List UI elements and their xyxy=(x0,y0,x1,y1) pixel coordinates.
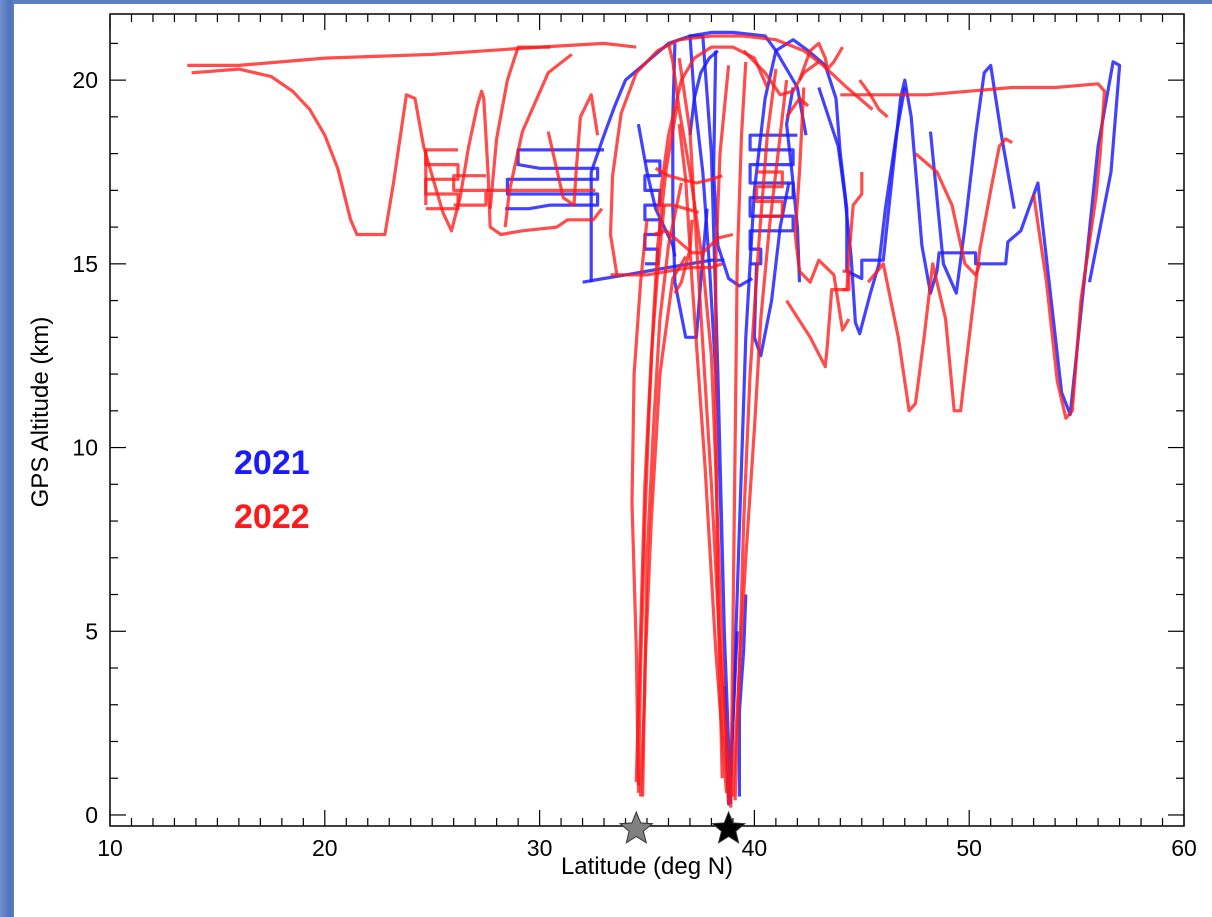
series-2022-trace-6 xyxy=(503,53,573,228)
series-2022-trace-7 xyxy=(488,45,551,209)
series-2021-trace-16 xyxy=(688,49,719,136)
y-tick-label: 0 xyxy=(85,802,98,828)
series-2022-trace-10 xyxy=(608,34,874,276)
y-tick-label: 20 xyxy=(72,67,98,93)
series-2022-trace-21 xyxy=(733,68,778,801)
y-tick-label: 10 xyxy=(72,435,98,461)
series-2021-trace-3 xyxy=(928,63,1016,295)
star-marker-0 xyxy=(618,810,654,844)
series-2021-trace-7 xyxy=(643,159,662,266)
x-tick-label: 10 xyxy=(97,835,123,861)
series-2022-trace-17 xyxy=(754,170,784,218)
series-2022-trace-35 xyxy=(797,41,844,81)
series-2022-trace-34 xyxy=(673,219,694,295)
series-2021-trace-0 xyxy=(688,34,733,805)
series-2022-trace-36 xyxy=(742,49,820,97)
series-2021-trace-2 xyxy=(817,86,907,336)
series-2022-trace-24 xyxy=(714,65,731,779)
legend-2021: 2021 xyxy=(234,444,310,482)
series-2022-trace-3 xyxy=(452,174,488,207)
altitude-latitude-chart: 10 20 30 40 50 60 0 5 10 15 20 Latitude (deg N) GP… xyxy=(27,13,1197,880)
series-2022-trace-18 xyxy=(666,43,733,797)
series-2022-trace-11 xyxy=(840,82,1107,420)
axis-ticks xyxy=(109,14,1185,826)
y-tick-label: 5 xyxy=(85,618,98,644)
star-marker-1 xyxy=(711,810,747,844)
tick-labels: 10 20 30 40 50 60 0 5 10 15 20 xyxy=(72,67,1196,861)
location-markers xyxy=(618,810,747,844)
series-2022-trace-26 xyxy=(634,204,666,782)
x-axis-title: Latitude (deg N) xyxy=(561,853,733,880)
y-axis-title: GPS Altitude (km) xyxy=(27,317,54,508)
series-2022-trace-29 xyxy=(641,255,688,797)
series-2021-trace-4 xyxy=(671,43,709,339)
legend-2022: 2022 xyxy=(234,498,310,536)
series-2022-trace-23 xyxy=(729,61,748,808)
series-2021-trace-12 xyxy=(711,50,754,288)
series-2022 xyxy=(187,34,1107,808)
series-2021-trace-15 xyxy=(737,594,748,797)
series-2022-trace-13 xyxy=(866,137,1013,413)
x-tick-label: 40 xyxy=(742,835,768,861)
series-2022-trace-31 xyxy=(652,229,734,255)
series-2022-trace-37 xyxy=(785,96,810,118)
series-2022-trace-38 xyxy=(858,79,889,119)
series-2022-trace-8 xyxy=(546,93,600,207)
x-tick-label: 50 xyxy=(956,835,982,861)
series-2021-trace-6 xyxy=(505,148,604,211)
series-2021 xyxy=(505,30,1122,806)
x-tick-label: 20 xyxy=(312,835,338,861)
series-2022-trace-9 xyxy=(610,262,723,277)
series-2022-trace-33 xyxy=(659,203,700,214)
series-2022-trace-14 xyxy=(785,172,864,369)
series-2022-trace-22 xyxy=(677,124,729,794)
series-2022-trace-15 xyxy=(793,87,851,332)
series-2022-trace-32 xyxy=(654,166,723,185)
x-tick-label: 60 xyxy=(1171,835,1197,861)
x-tick-label: 30 xyxy=(527,835,553,861)
y-tick-label: 15 xyxy=(72,251,98,277)
series-2022-trace-16 xyxy=(842,269,851,292)
chart-panel: 10 20 30 40 50 60 0 5 10 15 20 Latitude (deg N) GP… xyxy=(14,4,1212,917)
series-2022-trace-1 xyxy=(191,67,604,237)
series-2022-trace-0 xyxy=(187,41,637,68)
series-2022-trace-28 xyxy=(630,219,649,786)
